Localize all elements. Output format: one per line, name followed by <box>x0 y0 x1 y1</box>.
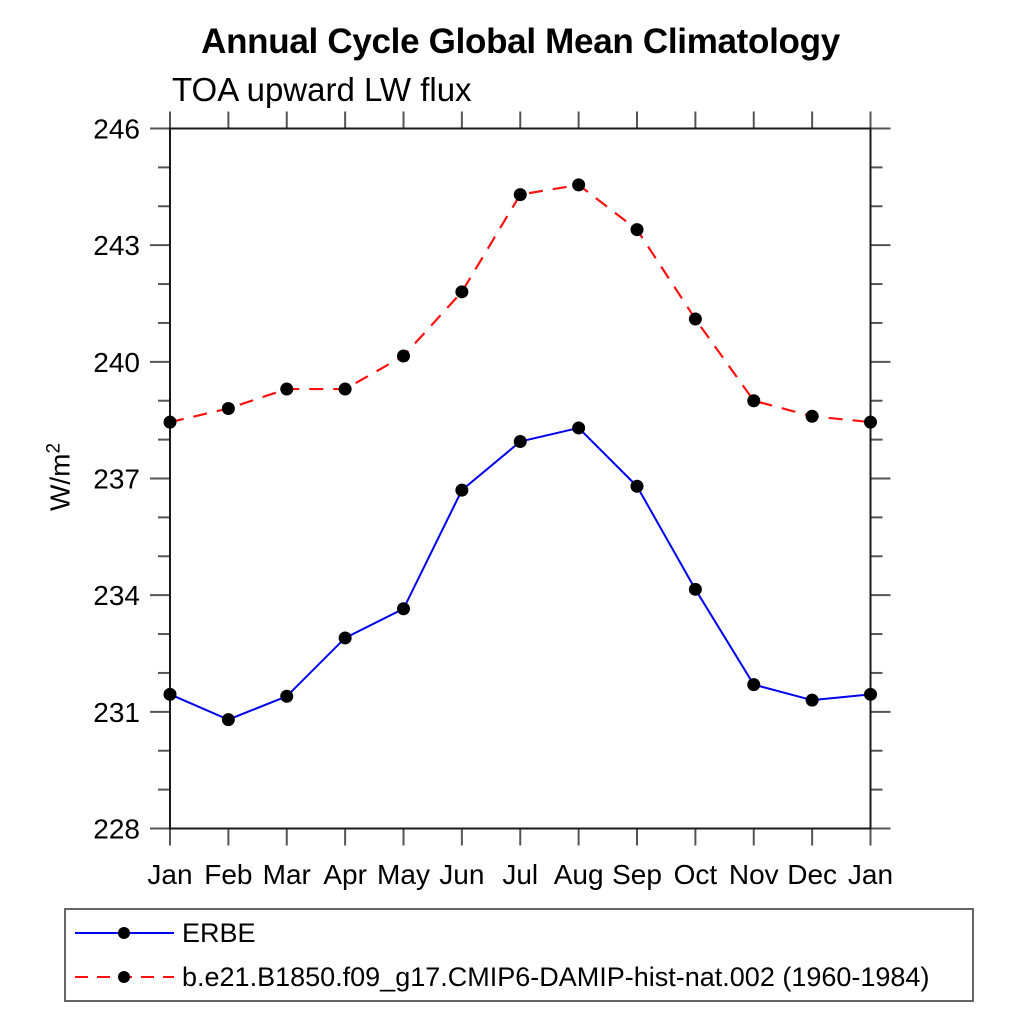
plot-frame <box>169 127 872 830</box>
data-point-marker <box>397 602 410 616</box>
chart-subtitle: TOA upward LW flux <box>172 71 472 108</box>
data-point-marker <box>280 382 294 396</box>
x-tick-label: Jul <box>502 859 538 890</box>
data-point-marker <box>864 415 877 429</box>
data-point-marker <box>163 687 177 701</box>
y-tick-label: 228 <box>93 814 140 845</box>
x-tick-label: Jan <box>147 859 192 890</box>
y-tick-label: 237 <box>93 464 140 495</box>
chart-title: Annual Cycle Global Mean Climatology <box>201 22 840 61</box>
data-point-marker <box>221 713 235 727</box>
data-point-marker <box>572 421 586 435</box>
legend-label-erbe: ERBE <box>182 917 256 948</box>
data-point-marker <box>397 349 410 363</box>
y-tick-label: 240 <box>93 347 140 378</box>
series-model <box>163 178 877 429</box>
data-point-marker <box>630 479 644 493</box>
y-tick-label: 243 <box>93 230 140 261</box>
series-erbe <box>163 421 877 727</box>
legend-box: ERBE b.e21.B1850.f09_g17.CMIP6-DAMIP-his… <box>64 908 974 1002</box>
data-point-marker <box>864 687 877 701</box>
x-tick-label: Dec <box>787 859 837 890</box>
legend-item-model: b.e21.B1850.f09_g17.CMIP6-DAMIP-hist-nat… <box>72 957 972 997</box>
series-line <box>169 183 871 424</box>
legend-label-model: b.e21.B1850.f09_g17.CMIP6-DAMIP-hist-nat… <box>182 961 930 992</box>
legend-line-dashed-sample <box>75 971 174 983</box>
data-point-marker <box>338 631 352 645</box>
x-tick-label: Jan <box>848 859 893 890</box>
data-point-marker <box>630 223 644 237</box>
data-point-marker <box>221 402 235 415</box>
data-point-marker <box>747 394 761 408</box>
data-point-marker <box>805 409 819 423</box>
x-tick-label: May <box>377 859 430 890</box>
legend-sample-marker <box>118 971 130 983</box>
y-tick-label: 246 <box>93 114 140 145</box>
data-point-marker <box>163 415 177 429</box>
data-point-marker <box>513 435 527 449</box>
data-point-marker <box>688 582 702 596</box>
data-point-marker <box>280 689 294 703</box>
x-tick-label: Oct <box>674 859 718 890</box>
legend-line-solid-sample <box>75 927 174 939</box>
data-point-marker <box>688 312 702 326</box>
data-point-marker <box>513 188 527 202</box>
series-line <box>169 426 871 721</box>
x-tick-label: Sep <box>612 859 662 890</box>
legend-sample-marker <box>118 927 130 939</box>
data-point-marker <box>747 678 761 692</box>
x-tick-label: Jun <box>439 859 484 890</box>
axis-ticks <box>150 111 891 846</box>
data-point-marker <box>455 285 469 299</box>
axis-tick-labels: 228 231 234 237 240 243 246 Jan Feb Mar Apr May Jun J… <box>93 114 893 891</box>
data-point-marker <box>338 382 352 396</box>
x-tick-label: Apr <box>323 859 367 890</box>
legend-item-erbe: ERBE <box>72 913 972 953</box>
x-tick-label: Feb <box>204 859 252 890</box>
data-point-marker <box>572 178 586 192</box>
y-tick-label: 234 <box>93 580 140 611</box>
y-tick-label: 231 <box>93 697 140 728</box>
x-tick-label: Nov <box>729 859 779 890</box>
x-tick-label: Mar <box>263 859 311 890</box>
data-point-marker <box>805 693 819 707</box>
x-tick-label: Aug <box>554 859 604 890</box>
data-point-marker <box>455 483 469 497</box>
